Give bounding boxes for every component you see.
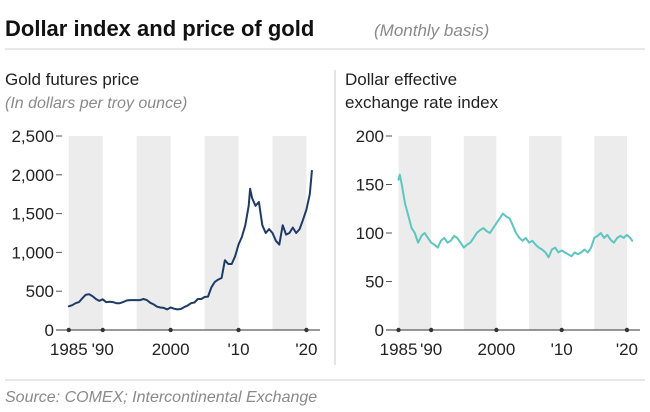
source-note: Source: COMEX; Intercontinental Exchange bbox=[5, 389, 317, 406]
dollar-x-tick bbox=[428, 327, 434, 333]
figure-subtitle: (Monthly basis) bbox=[374, 21, 489, 40]
gold-y-tick-label: 0 bbox=[45, 321, 54, 340]
gold-x-tick bbox=[236, 327, 241, 333]
dollar-chart-title-line-1: Dollar effective bbox=[345, 70, 457, 89]
dollar-x-tick bbox=[559, 327, 564, 333]
dollar-y-tick-label: 0 bbox=[375, 321, 384, 340]
dollar-shaded-band bbox=[463, 136, 497, 330]
dollar-x-tick bbox=[624, 327, 630, 333]
dollar-shaded-band bbox=[529, 136, 562, 330]
gold-x-tick-label: 2000 bbox=[152, 340, 190, 359]
gold-x-tick-label: 1985 bbox=[50, 340, 88, 359]
dollar-x-tick bbox=[494, 327, 499, 333]
dollar-chart-title-line-2: exchange rate index bbox=[345, 93, 499, 112]
dollar-x-tick bbox=[396, 327, 401, 333]
gold-series-line bbox=[67, 169, 313, 311]
dollar-x-tick-label: '20 bbox=[616, 340, 638, 359]
dollar-index-chart: 0 50 100 150 200 1985'90 2000 '10 '20 bbox=[356, 127, 640, 359]
gold-x-tick-label: '20 bbox=[295, 340, 317, 359]
gold-shaded-band bbox=[136, 136, 171, 330]
gold-x-tick bbox=[100, 327, 105, 333]
dollar-x-tick-label: 2000 bbox=[478, 340, 516, 359]
dollar-series-line bbox=[397, 173, 634, 259]
gold-y-tick-label: 2,500 bbox=[11, 127, 54, 146]
gold-y-tick-label: 1,500 bbox=[11, 205, 54, 224]
dollar-x-tick-label: 1985 bbox=[380, 340, 418, 359]
dollar-y-tick-label: 50 bbox=[365, 273, 384, 292]
gold-y-tick-label: 500 bbox=[26, 282, 54, 301]
dollar-y-tick-label: 100 bbox=[356, 224, 384, 243]
dollar-x-tick-label: '90 bbox=[420, 340, 442, 359]
dollar-y-tick-label: 150 bbox=[356, 176, 384, 195]
dollar-x-tick-label: '10 bbox=[551, 340, 573, 359]
gold-shaded-band bbox=[204, 136, 239, 330]
gold-x-tick bbox=[168, 327, 173, 333]
gold-x-tick-label: '10 bbox=[227, 340, 249, 359]
gold-x-tick-label: '90 bbox=[92, 340, 114, 359]
gold-shaded-band bbox=[68, 136, 103, 330]
gold-chart-title: Gold futures price bbox=[5, 70, 139, 89]
dollar-shaded-band bbox=[594, 136, 627, 330]
gold-x-tick bbox=[304, 327, 309, 333]
gold-y-tick-label: 1,000 bbox=[11, 243, 54, 262]
gold-y-tick-label: 2,000 bbox=[11, 166, 54, 185]
gold-x-tick bbox=[66, 327, 71, 333]
figure-title: Dollar index and price of gold bbox=[5, 16, 314, 41]
gold-chart-subtitle: (In dollars per troy ounce) bbox=[5, 95, 187, 112]
dollar-y-tick-label: 200 bbox=[356, 127, 384, 146]
gold-price-chart: 0 500 1,000 1,500 2,000 2,500 1985'90 2000 '10 '2… bbox=[11, 127, 320, 359]
